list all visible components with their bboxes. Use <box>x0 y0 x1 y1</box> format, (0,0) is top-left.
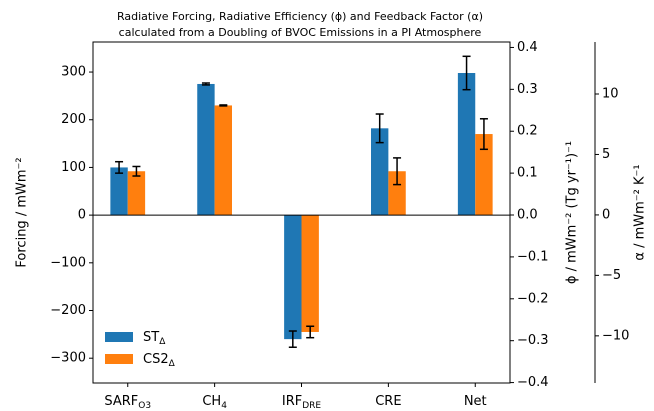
error-bar <box>219 104 228 107</box>
y3-tick-label: −10 <box>602 328 629 343</box>
error-bar <box>201 82 210 86</box>
x-tick-label-sub: DRE <box>302 401 321 411</box>
y3-tick-label: 10 <box>602 86 619 101</box>
x-tick-label: IRFDRE <box>282 394 322 411</box>
x-tick-label-main: SARF <box>104 394 138 409</box>
y-tick-label: −300 <box>50 351 86 366</box>
error-bar <box>115 160 124 174</box>
chart-title: Radiative Forcing, Radiative Efficiency … <box>117 10 483 23</box>
error-bar <box>306 325 315 339</box>
bar <box>214 105 232 216</box>
y2-tick-label: 0.1 <box>517 166 538 181</box>
y-tick-label: −200 <box>50 303 86 318</box>
y3-tick-label: 0 <box>602 207 610 222</box>
x-tick-label: Net <box>464 394 487 409</box>
bar <box>457 73 476 216</box>
bar <box>475 134 493 216</box>
y-tick-label: 0 <box>78 208 86 223</box>
bar <box>197 83 215 216</box>
bar <box>110 167 128 216</box>
error-bar <box>393 157 402 186</box>
y2-tick-label: −0.1 <box>517 249 549 264</box>
y3-axis-label: α / mWm⁻² K⁻¹ <box>633 164 648 260</box>
x-tick-label-main: IRF <box>282 394 302 409</box>
y2-tick-label: 0.0 <box>517 208 538 223</box>
x-tick-label-main: CH <box>202 394 221 409</box>
y-tick-label: 300 <box>61 65 86 80</box>
bar <box>284 215 302 340</box>
legend-swatch <box>105 354 133 364</box>
y2-axis-label: ϕ / mWm⁻² (Tg yr⁻¹)⁻¹ <box>565 141 580 284</box>
error-bar <box>288 330 297 348</box>
y2-tick-label: −0.3 <box>517 333 549 348</box>
legend-label-sub: Δ <box>159 337 166 347</box>
y2-tick-label: 0.3 <box>517 82 538 97</box>
y2-tick-label: 0.2 <box>517 124 538 139</box>
legend-swatch <box>105 332 133 342</box>
y-tick-label: 100 <box>61 160 86 175</box>
legend-label-main: CS2 <box>143 352 169 367</box>
legend-label-main: ST <box>143 330 159 345</box>
error-bar <box>132 165 141 177</box>
x-tick-label: CRE <box>375 394 401 409</box>
error-bar <box>462 55 471 91</box>
legend-label-sub: Δ <box>169 359 176 369</box>
x-tick-label-main: CRE <box>375 394 401 409</box>
legend-label: STΔ <box>143 330 166 347</box>
x-tick-label: SARFO3 <box>104 394 151 411</box>
y-tick-label: −100 <box>50 255 86 270</box>
bar <box>301 215 319 332</box>
y2-tick-label: −0.4 <box>517 375 549 390</box>
legend-label: CS2Δ <box>143 352 176 369</box>
error-bar <box>479 118 488 151</box>
y3-tick-label: −5 <box>602 268 621 283</box>
y-tick-label: 200 <box>61 112 86 127</box>
y3-tick-label: 5 <box>602 147 610 162</box>
y2-tick-label: −0.2 <box>517 291 549 306</box>
x-tick-label-sub: O3 <box>138 401 151 411</box>
x-tick-label: CH4 <box>202 394 227 411</box>
y-axis-label: Forcing / mWm⁻² <box>15 157 30 267</box>
x-tick-label-sub: 4 <box>221 401 227 411</box>
error-bar <box>375 113 384 144</box>
bar <box>388 171 406 216</box>
x-tick-label-main: Net <box>464 394 487 409</box>
chart-subtitle: calculated from a Doubling of BVOC Emiss… <box>119 26 482 39</box>
bar <box>371 128 389 216</box>
bar <box>127 171 146 216</box>
y2-tick-label: 0.4 <box>517 40 538 55</box>
